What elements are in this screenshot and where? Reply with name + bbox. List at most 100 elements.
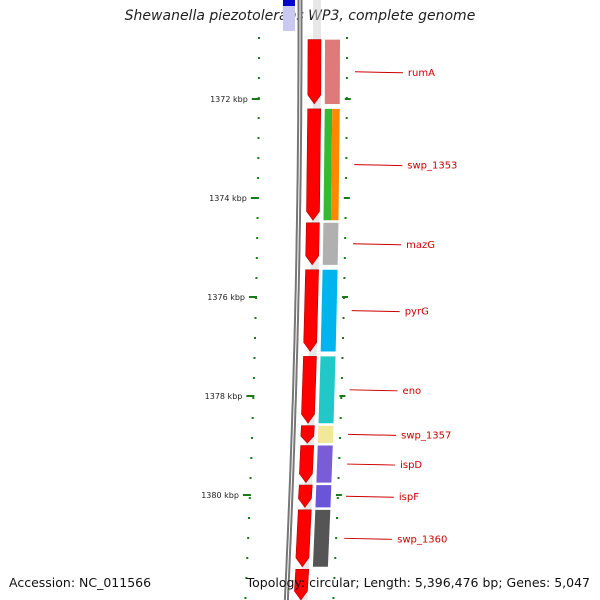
minor-tick-right: [345, 37, 348, 39]
label-leader-ispF: [345, 495, 394, 498]
gene-box-eno[interactable]: [318, 356, 336, 424]
gene-box-pyrG[interactable]: [320, 269, 338, 352]
gene-label-pyrG[interactable]: pyrG: [405, 307, 429, 318]
gene-box-ispF[interactable]: [315, 485, 332, 508]
minor-tick-left: [247, 537, 250, 539]
minor-tick-left: [252, 377, 255, 379]
minor-tick-left: [257, 157, 260, 159]
accession-label: Accession: NC_011566: [9, 575, 152, 590]
gene-label-swp_1360[interactable]: swp_1360: [397, 534, 447, 545]
cds-arrow-swp_1353[interactable]: [306, 108, 322, 221]
minor-tick-left: [246, 557, 249, 559]
minor-tick-right: [334, 557, 337, 559]
minor-tick-left: [257, 37, 260, 39]
minor-tick-left: [245, 577, 248, 579]
minor-tick-left: [247, 517, 250, 519]
minor-tick-right: [335, 517, 338, 519]
major-tick-right: [339, 395, 346, 397]
minor-tick-left: [255, 257, 258, 259]
gene-label-mazG[interactable]: mazG: [406, 240, 435, 251]
backbone-line: [283, 0, 303, 600]
gene-box-rumA[interactable]: [324, 39, 340, 104]
minor-tick-right: [345, 137, 348, 139]
cds-arrow-eno[interactable]: [301, 356, 317, 424]
label-leader-mazG: [353, 243, 402, 246]
minor-tick-left: [249, 477, 252, 479]
cds-arrow-ispF[interactable]: [298, 484, 313, 508]
ruler-labels: 1372 kbp 1374 kbp 1376 kbp 1378 kbp 1380 kbp: [201, 95, 248, 500]
gene-label-ispD[interactable]: ispD: [400, 460, 422, 471]
minor-tick-left: [257, 137, 260, 139]
label-leader-swp_1357: [348, 433, 397, 436]
cds-arrow-trailing-0[interactable]: [294, 568, 310, 600]
cds-arrow-mazG[interactable]: [305, 222, 320, 266]
minor-tick-right: [345, 57, 348, 59]
gene-box-swp_1357[interactable]: [317, 425, 334, 444]
label-leader-rumA: [354, 71, 403, 74]
gene-box-swp_1360[interactable]: [312, 509, 331, 567]
gene-box-swp_1353[interactable]: [323, 108, 333, 221]
minor-tick-left: [254, 317, 257, 319]
minor-tick-right: [342, 337, 345, 339]
cds-arrow-pyrG[interactable]: [303, 269, 319, 352]
minor-tick-right: [335, 537, 338, 539]
genome-summary: Topology: circular; Length: 5,396,476 bp…: [246, 575, 590, 590]
minor-tick-right: [341, 357, 344, 359]
minor-tick-right: [344, 237, 347, 239]
minor-tick-left: [253, 357, 256, 359]
top-block-blue: [282, 0, 295, 6]
minor-tick-left: [250, 457, 253, 459]
gene-label-rumA[interactable]: rumA: [408, 68, 435, 79]
minor-tick-left: [244, 597, 247, 599]
gene-label-swp_1357[interactable]: swp_1357: [401, 430, 451, 441]
minor-tick-right: [332, 597, 335, 599]
ruler-ticks: [242, 37, 351, 599]
minor-tick-left: [257, 57, 260, 59]
label-leader-eno: [349, 389, 398, 392]
gene-box-swp_1353-b[interactable]: [330, 108, 340, 221]
minor-tick-right: [339, 437, 342, 439]
minor-tick-left: [256, 217, 259, 219]
minor-tick-right: [338, 457, 341, 459]
top-block-lavender: [282, 6, 295, 31]
ruler-label: 1372 kbp: [210, 95, 248, 104]
major-tick: [242, 494, 251, 496]
major-tick: [246, 395, 255, 397]
ruler-label: 1378 kbp: [205, 392, 243, 401]
ruler-label: 1374 kbp: [209, 194, 247, 203]
minor-tick-right: [339, 417, 342, 419]
minor-tick-right: [345, 157, 348, 159]
cds-arrow-rumA[interactable]: [307, 39, 322, 105]
minor-tick-right: [343, 277, 346, 279]
minor-tick-left: [254, 337, 257, 339]
minor-tick-left: [257, 117, 260, 119]
minor-tick-right: [340, 397, 343, 399]
ruler-label: 1376 kbp: [207, 293, 245, 302]
minor-tick-right: [340, 377, 343, 379]
gene-features: [294, 39, 340, 600]
minor-tick-right: [345, 77, 348, 79]
minor-tick-right: [333, 577, 336, 579]
minor-tick-left: [251, 437, 254, 439]
gene-box-mazG[interactable]: [322, 222, 339, 265]
backbone-highlight: [285, 0, 301, 600]
minor-tick-left: [248, 497, 251, 499]
minor-tick-left: [255, 277, 258, 279]
minor-tick-left: [257, 77, 260, 79]
gene-box-ispD[interactable]: [316, 445, 333, 483]
cds-arrow-swp_1360[interactable]: [295, 509, 312, 568]
major-tick: [251, 98, 260, 100]
ruler-label: 1380 kbp: [201, 491, 239, 500]
minor-tick-right: [337, 477, 340, 479]
minor-tick-left: [256, 237, 259, 239]
cds-arrow-ispD[interactable]: [299, 445, 315, 484]
minor-tick-right: [345, 117, 348, 119]
major-tick-right: [343, 197, 350, 199]
minor-tick-right: [342, 317, 345, 319]
gene-label-eno[interactable]: eno: [403, 386, 422, 397]
cds-arrow-swp_1357[interactable]: [300, 425, 315, 444]
gene-label-swp_1353[interactable]: swp_1353: [407, 161, 457, 172]
major-tick: [250, 197, 259, 199]
gene-label-ispF[interactable]: ispF: [399, 492, 419, 503]
